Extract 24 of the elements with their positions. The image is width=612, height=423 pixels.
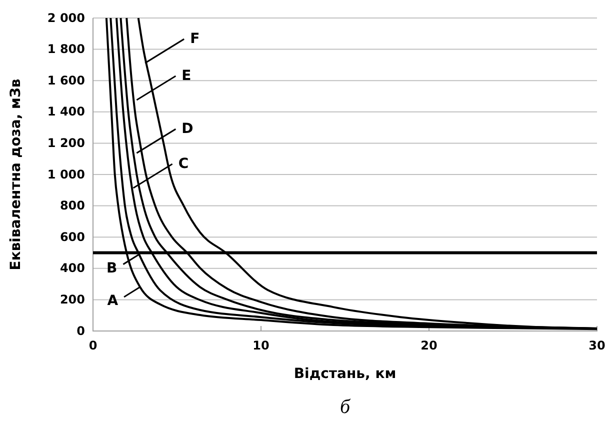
x-tick-label: 10: [252, 338, 270, 353]
y-tick-label: 200: [60, 292, 85, 307]
y-tick-label: 2 000: [47, 10, 85, 25]
y-tick-label: 1 600: [47, 73, 85, 88]
x-axis-title: Відстань, км: [294, 366, 396, 382]
y-tick-label: 600: [60, 230, 85, 244]
annotation: D: [182, 121, 194, 138]
annotation: E: [182, 68, 192, 84]
annotation: F: [190, 31, 200, 48]
y-tick-label: 1 000: [47, 167, 85, 182]
x-tick-label: 0: [88, 338, 98, 353]
y-tick-label: 1 200: [47, 136, 85, 150]
annotation: C: [178, 156, 189, 172]
y-tick-label: 1 800: [47, 42, 85, 56]
y-tick-label: 400: [60, 261, 85, 276]
x-tick-label: 20: [420, 338, 438, 353]
text: б: [340, 396, 351, 418]
y-tick-label: 0: [76, 324, 85, 338]
y-axis-title: Еквівалентна доза, мЗв: [8, 78, 24, 270]
y-tick-label: 800: [60, 198, 85, 213]
y-tick-label: 1 400: [47, 104, 85, 119]
annotation: B: [106, 260, 118, 276]
annotation: A: [107, 293, 118, 310]
x-tick-label: 30: [588, 338, 606, 353]
